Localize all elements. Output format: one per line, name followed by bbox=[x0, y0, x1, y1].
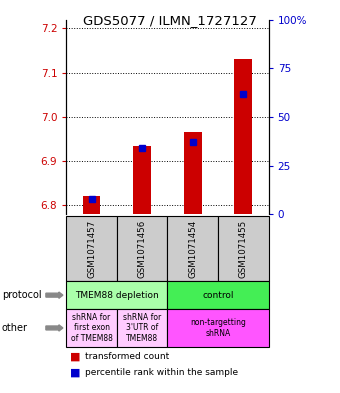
Text: transformed count: transformed count bbox=[85, 352, 169, 361]
Text: GSM1071457: GSM1071457 bbox=[87, 219, 96, 278]
Text: GSM1071455: GSM1071455 bbox=[239, 219, 248, 278]
Text: ■: ■ bbox=[70, 351, 80, 362]
Text: ■: ■ bbox=[70, 367, 80, 377]
Text: control: control bbox=[202, 291, 234, 299]
Bar bbox=[235, 59, 252, 214]
Bar bbox=[133, 146, 151, 214]
Text: other: other bbox=[2, 323, 28, 333]
Text: percentile rank within the sample: percentile rank within the sample bbox=[85, 368, 238, 376]
Text: shRNA for
3'UTR of
TMEM88: shRNA for 3'UTR of TMEM88 bbox=[123, 313, 161, 343]
Bar bbox=[83, 196, 100, 214]
Text: shRNA for
first exon
of TMEM88: shRNA for first exon of TMEM88 bbox=[71, 313, 113, 343]
Text: GSM1071456: GSM1071456 bbox=[138, 219, 147, 278]
Text: TMEM88 depletion: TMEM88 depletion bbox=[75, 291, 159, 299]
Bar bbox=[184, 132, 202, 214]
Text: GSM1071454: GSM1071454 bbox=[188, 219, 197, 278]
Text: non-targetting
shRNA: non-targetting shRNA bbox=[190, 318, 246, 338]
Text: protocol: protocol bbox=[2, 290, 41, 300]
Text: GDS5077 / ILMN_1727127: GDS5077 / ILMN_1727127 bbox=[83, 14, 257, 27]
